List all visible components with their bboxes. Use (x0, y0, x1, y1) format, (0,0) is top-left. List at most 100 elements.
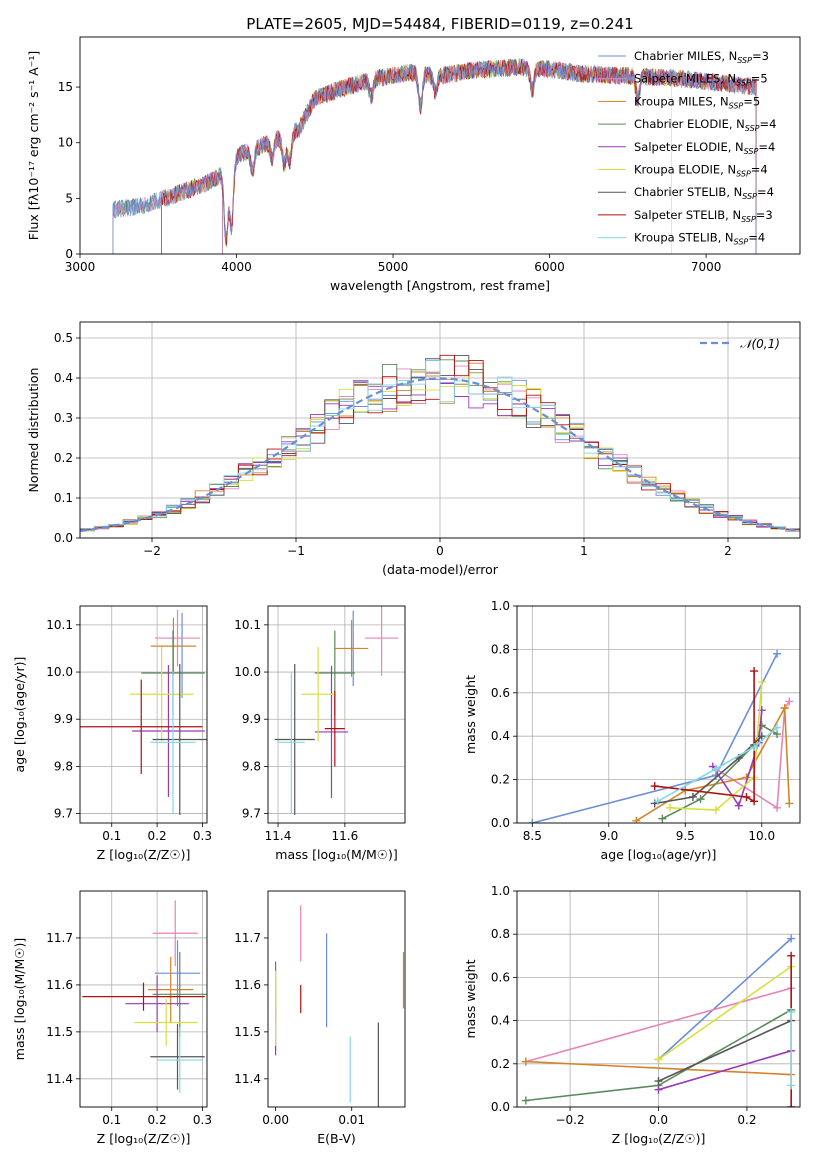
axes-frame (79, 890, 208, 1108)
y-tick-label: 9.7 (54, 807, 73, 821)
legend-nssp: =3 (752, 49, 769, 63)
y-axis-label: Normed distribution (26, 368, 41, 493)
legend-name: Salpeter MILES, N (634, 72, 736, 86)
plot-area (112, 58, 757, 254)
weight-point (696, 795, 705, 804)
axes-frame (79, 605, 208, 824)
weight-point (787, 951, 796, 960)
spectrum-line-1 (112, 58, 757, 254)
y-tick-label: 0.3 (54, 411, 73, 425)
legend-name: Salpeter ELODIE, N (634, 140, 744, 154)
legend-name: Kroupa MILES, N (634, 94, 729, 108)
plot-area (521, 934, 796, 1107)
weight-line-0 (657, 937, 792, 1061)
legend-entry: Salpeter STELIB, NSSP=3 (634, 208, 773, 224)
y-axis-label: mass [log₁₀(M/M☉)] (12, 938, 27, 1060)
x-tick-label: 0.1 (102, 829, 121, 843)
y-tick-label: 9.9 (54, 712, 73, 726)
legend-entry: Salpeter ELODIE, NSSP=4 (634, 140, 775, 156)
weight-line-6 (658, 1019, 792, 1082)
y-tick-label: 0.6 (491, 686, 510, 700)
weight-point (750, 667, 759, 676)
x-tick-label: 6000 (534, 260, 565, 274)
weight-line-1 (715, 701, 790, 810)
legend-nssp: =4 (758, 140, 775, 154)
panel-weight-vs-Z: −0.2 0.0 0.2 0.0 0.2 0.4 0.6 0.8 1.0 Z [log₁₀(Z/Z… (463, 884, 801, 1146)
legend-entry: Kroupa MILES, NSSP=5 (634, 94, 760, 110)
axes-frame (267, 605, 406, 824)
legend-nssp: =4 (760, 117, 777, 131)
panel-weight-vs-age: 8.5 9.0 9.5 10.0 0.0 0.2 0.4 0.6 0.8 1.0 age [log₁… (463, 599, 801, 862)
y-tick-label: 9.8 (242, 759, 261, 773)
y-tick-label: 0.2 (491, 1057, 510, 1071)
axes-frame (267, 890, 406, 1108)
legend-name: Salpeter STELIB, N (634, 208, 741, 222)
y-tick-label: 10.0 (234, 665, 261, 679)
weight-point (665, 803, 674, 812)
y-tick-label: 0.0 (491, 1100, 510, 1114)
x-tick-label: 11.4 (265, 829, 292, 843)
y-tick-label: 0.8 (491, 642, 510, 656)
x-axis-label: (data-model)/error (382, 562, 499, 577)
weight-point (650, 782, 659, 791)
spectrum-line-0 (112, 58, 757, 254)
y-tick-label: 1.0 (491, 884, 510, 898)
plot-area (80, 609, 207, 815)
x-axis-label: age [log₁₀(age/yr)] (601, 847, 717, 862)
y-axis-label: mass weight (463, 675, 478, 754)
y-tick-label: 1.0 (491, 599, 510, 613)
y-tick-label: 15 (58, 80, 73, 94)
weight-point (742, 792, 751, 801)
x-tick-label: 3000 (65, 260, 96, 274)
legend-name: Kroupa STELIB, N (634, 231, 734, 245)
x-tick-label: 0 (436, 544, 444, 558)
x-tick-label: 0.3 (193, 1113, 212, 1127)
y-tick-label: 5 (65, 191, 73, 205)
weight-point (654, 1055, 663, 1064)
weight-point (734, 801, 743, 810)
x-axis-label: Z [log₁₀(Z/Z☉)] (97, 1131, 191, 1146)
plot-area (80, 354, 800, 538)
legend-sub: SSP (742, 192, 757, 201)
weight-point (711, 805, 720, 814)
x-tick-label: 5000 (378, 260, 409, 274)
legend-entry: Salpeter MILES, NSSP=5 (634, 72, 768, 88)
legend-name: Chabrier MILES, N (634, 49, 737, 63)
weight-line-8 (657, 726, 778, 802)
y-tick-label: 0.4 (491, 729, 510, 743)
y-tick-label: 11.6 (234, 978, 261, 992)
plot-area (82, 900, 207, 1093)
weight-point (773, 723, 782, 732)
legend-nssp: =5 (751, 72, 768, 86)
y-tick-label: 10.1 (46, 618, 73, 632)
legend-nssp: =5 (743, 94, 760, 108)
x-tick-label: 2 (724, 544, 732, 558)
y-tick-label: 0.8 (491, 927, 510, 941)
weight-point (787, 934, 796, 943)
y-tick-label: 11.4 (46, 1072, 73, 1086)
x-tick-label: 0.0 (649, 1113, 668, 1127)
panel-spectrum: 3000 4000 5000 6000 7000 0 5 10 15 wavelength [An… (26, 36, 801, 293)
y-tick-label: 11.5 (46, 1025, 73, 1039)
y-tick-label: 11.7 (234, 931, 261, 945)
x-tick-label: 0.1 (102, 1113, 121, 1127)
y-axis-label: age [log₁₀(age/yr)] (12, 657, 27, 773)
spectrum-line-7 (161, 58, 757, 254)
x-tick-label: 7000 (691, 260, 722, 274)
weight-point (688, 792, 697, 801)
x-tick-label: −1 (287, 544, 305, 558)
y-tick-label: 0 (65, 247, 73, 261)
y-tick-label: 10.1 (234, 618, 261, 632)
y-tick-label: 11.6 (46, 978, 73, 992)
weight-point (780, 703, 789, 712)
y-tick-label: 0.1 (54, 491, 73, 505)
weight-point (787, 1007, 796, 1016)
x-tick-label: 0.3 (193, 829, 212, 843)
weight-point (654, 1077, 663, 1086)
y-tick-label: 0.4 (491, 1014, 510, 1028)
legend-entry: 𝒩(0,1) (740, 337, 780, 351)
x-tick-label: 0.2 (148, 1113, 167, 1127)
panel-mass-vs-EBV: 0.00 0.01 11.4 11.5 11.6 11.7 E(B-V) (234, 890, 406, 1146)
